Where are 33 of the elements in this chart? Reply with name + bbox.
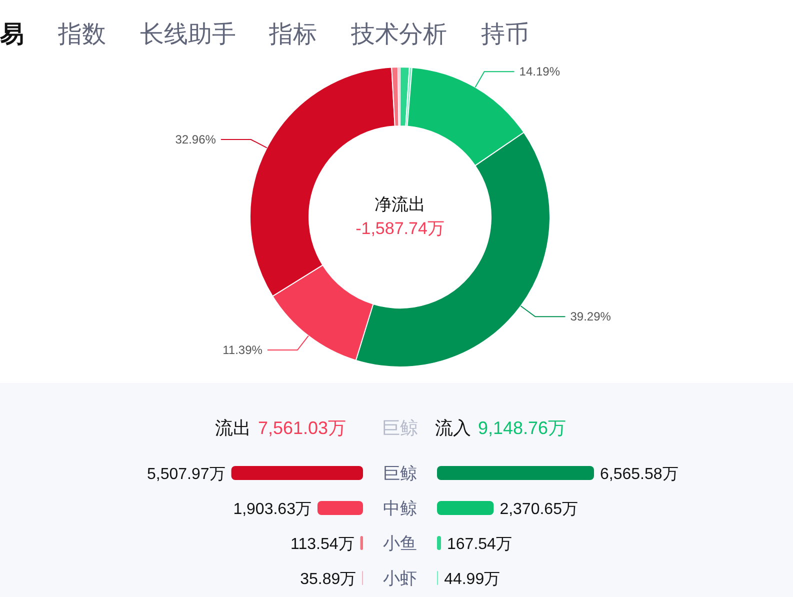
text: 指标	[268, 21, 317, 48]
text: 易	[0, 21, 24, 48]
text: 9,148.76万	[478, 418, 566, 438]
data-label: 39.29%	[570, 310, 612, 324]
text: 指数	[57, 21, 106, 48]
data-label: 44.99万	[444, 571, 500, 588]
data-label: 113.54万	[290, 536, 354, 553]
data-label: 32.96%	[175, 132, 216, 147]
bar	[437, 501, 494, 515]
y-tick-label: 巨鲸	[383, 464, 417, 483]
data-label: 14.19%	[519, 64, 560, 79]
text: 7,561.03万	[258, 418, 346, 438]
series-label: 流出	[215, 418, 251, 438]
bar	[437, 466, 594, 480]
data-label: 167.54万	[447, 536, 512, 553]
y-tick-label: 小虾	[383, 569, 417, 588]
text: 净流出	[374, 195, 426, 214]
bar	[317, 501, 363, 515]
data-label: 11.39%	[222, 343, 263, 358]
data-label: 2,370.65万	[500, 501, 578, 518]
text: 持币	[481, 21, 529, 48]
data-label: 35.89万	[300, 571, 356, 588]
bar	[437, 536, 442, 550]
series-label: 流入	[435, 418, 471, 438]
y-tick-label: 中鲸	[383, 499, 417, 518]
data-label: 1,903.63万	[233, 501, 312, 518]
text: 技术分析	[350, 21, 447, 48]
data-label: 5,507.97万	[147, 466, 226, 483]
data-label: 6,565.58万	[600, 466, 678, 483]
y-tick-label: 小鱼	[383, 534, 417, 553]
text: 长线助手	[140, 21, 236, 48]
bar	[231, 466, 363, 480]
text: -1,587.74万	[356, 219, 444, 238]
